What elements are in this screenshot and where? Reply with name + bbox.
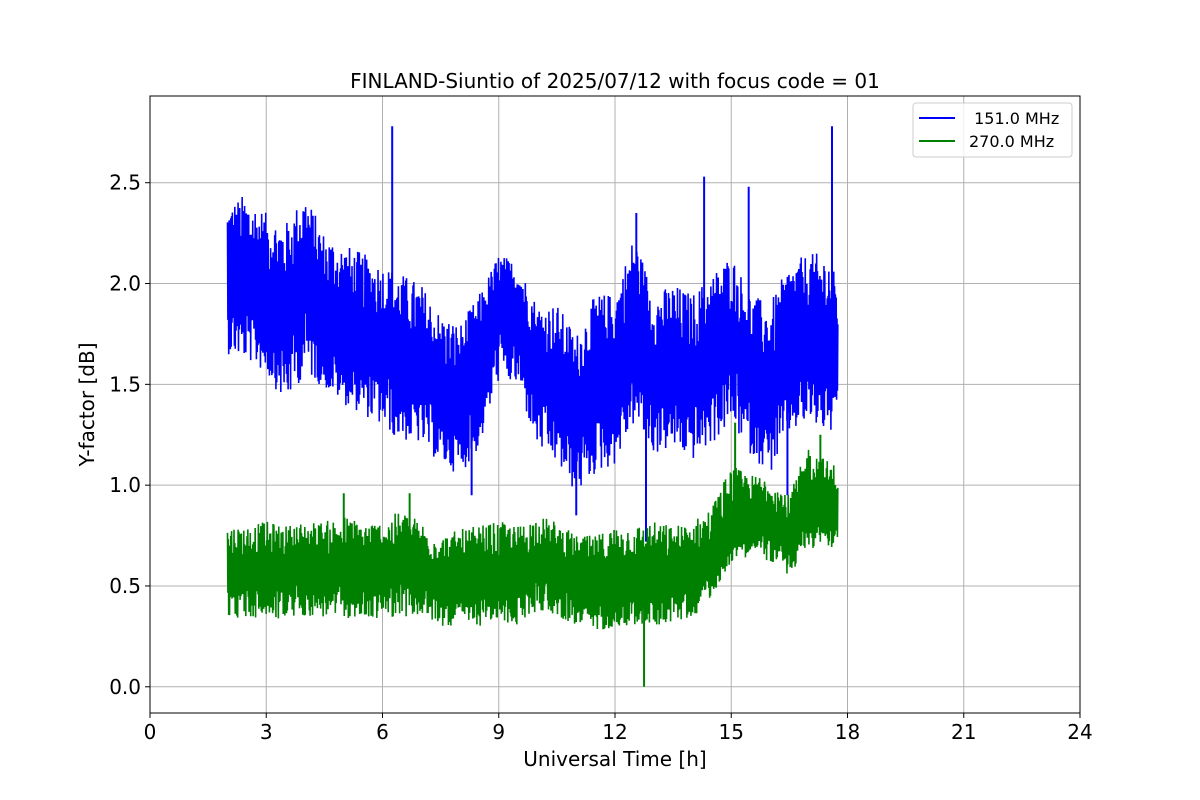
x-tick-label: 12 bbox=[602, 720, 627, 744]
legend: 151.0 MHz 270.0 MHz bbox=[912, 102, 1073, 158]
x-tick-label: 15 bbox=[719, 720, 744, 744]
ticks: 0 3 6 9 12 15 18 21 24 0.0 0.5 1.0 1.5 2.0 2.5 bbox=[109, 171, 1093, 744]
x-tick-label: 21 bbox=[951, 720, 976, 744]
x-tick-label: 6 bbox=[376, 720, 389, 744]
x-tick-label: 9 bbox=[492, 720, 505, 744]
plot-area bbox=[226, 126, 839, 687]
chart-title: FINLAND-Siuntio of 2025/07/12 with focus… bbox=[350, 69, 880, 93]
y-tick-label: 2.5 bbox=[109, 171, 141, 195]
y-tick-label: 0.0 bbox=[109, 675, 141, 699]
x-axis-label: Universal Time [h] bbox=[523, 747, 706, 771]
series-151mhz-line bbox=[226, 126, 839, 542]
series-trace bbox=[226, 196, 839, 487]
x-tick-label: 24 bbox=[1067, 720, 1092, 744]
y-axis-label: Y-factor [dB] bbox=[75, 342, 99, 467]
y-tick-label: 1.5 bbox=[109, 372, 141, 396]
y-tick-label: 0.5 bbox=[109, 574, 141, 598]
legend-box bbox=[912, 102, 1073, 158]
x-tick-label: 3 bbox=[260, 720, 273, 744]
legend-label-151mhz: 151.0 MHz bbox=[969, 109, 1059, 128]
y-tick-label: 2.0 bbox=[109, 272, 141, 296]
x-tick-label: 0 bbox=[144, 720, 157, 744]
x-tick-label: 18 bbox=[835, 720, 860, 744]
y-tick-label: 1.0 bbox=[109, 473, 141, 497]
series-270mhz-line bbox=[226, 422, 839, 687]
legend-label-270mhz: 270.0 MHz bbox=[969, 132, 1054, 151]
